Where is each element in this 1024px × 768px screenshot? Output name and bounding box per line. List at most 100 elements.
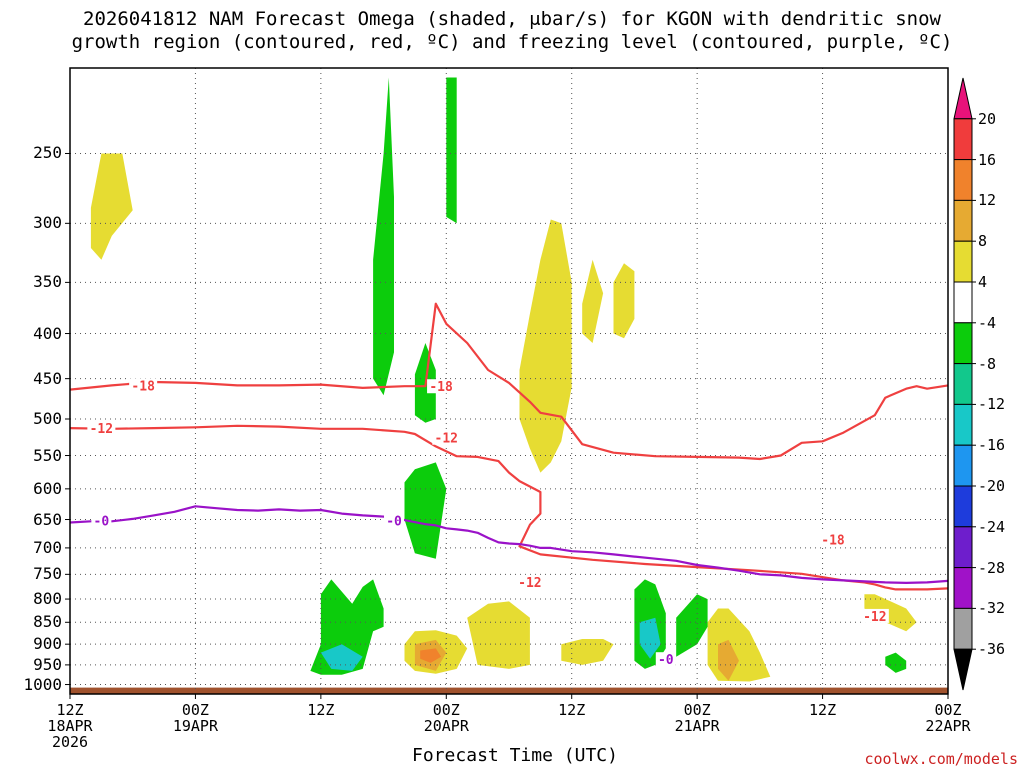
omega-region-1 [519, 219, 572, 473]
plot-border [69, 67, 949, 695]
y-tick-label-450: 450 [33, 368, 62, 388]
colorbar-label-4: 4 [978, 273, 988, 291]
x-tick-label-line: 12Z [558, 701, 586, 719]
y-tick-label-350: 350 [33, 272, 62, 292]
x-tick-label-line: 22APR [925, 717, 971, 735]
x-tick-label-0: 12Z 18APR 2026 [30, 702, 110, 750]
colorbar-segment-11 [953, 526, 973, 569]
colorbar-segment-0 [953, 77, 973, 120]
contour-label-6: -12 [863, 610, 886, 625]
y-tick-label-950: 950 [33, 654, 62, 674]
contour-label-7: -0 [94, 515, 110, 530]
y-tick-label-500: 500 [33, 409, 62, 428]
colorbar-label-1: 16 [978, 150, 997, 169]
y-tick-label-400: 400 [33, 323, 62, 343]
contour-label-bg-4 [432, 430, 461, 445]
colorbar-segment-3 [953, 199, 973, 242]
contour-label-bg-9 [655, 652, 676, 667]
credit-text: coolwx.com/models [864, 750, 1018, 768]
colorbar-segment-1 [953, 118, 973, 161]
colorbar [953, 77, 976, 691]
omega-region-15 [404, 462, 447, 559]
omega-region-11 [420, 648, 442, 663]
y-tick-label-700: 700 [33, 537, 62, 557]
contour-label-bg-1 [427, 379, 456, 394]
omega-region-18 [676, 594, 708, 657]
x-tick-label-72: 12Z [783, 702, 863, 718]
y-tick-label-1000: 1000 [23, 674, 62, 694]
contour-label-1: -18 [429, 380, 453, 395]
contour-0 [69, 505, 949, 584]
omega-region-13 [373, 77, 394, 396]
contour-label-0: -18 [131, 379, 155, 394]
contour--12 [69, 424, 949, 591]
omega-region-20 [320, 644, 363, 671]
colorbar-segment-7 [953, 363, 973, 405]
colorbar-label-2: 12 [978, 191, 997, 210]
contour-label-bg-8 [384, 513, 405, 528]
colorbar-label-11: -28 [978, 558, 1006, 577]
omega-region-5 [467, 601, 530, 669]
omega-region-19 [885, 652, 907, 673]
contour-label-bg-0 [129, 378, 158, 393]
x-tick-label-60: 00Z 21APR [657, 702, 737, 734]
temperature-contours [69, 302, 949, 591]
x-tick-label-line: 00Z [934, 701, 962, 719]
contour-label-bg-7 [91, 513, 112, 528]
plot-frame [69, 67, 949, 695]
omega-region-6 [561, 639, 614, 665]
x-tick-label-line: 12Z [307, 701, 335, 719]
terrain-fill [70, 687, 948, 694]
omega-region-12 [446, 77, 457, 224]
contour-labels: -18 -18 -18 -12 -12 -12 -12 -0 -0 -0 [87, 378, 889, 668]
colorbar-segment-14 [953, 648, 973, 691]
contour-label-3: -12 [90, 422, 113, 437]
grid-lines [65, 68, 949, 699]
colorbar-segment-10 [953, 485, 973, 528]
x-tick-label-84: 00Z 22APR [908, 702, 988, 734]
omega-region-21 [639, 617, 661, 659]
colorbar-segment-9 [953, 444, 973, 487]
colorbar-label-9: -20 [978, 477, 1006, 495]
omega-region-2 [582, 259, 604, 343]
colorbar-label-10: -24 [978, 517, 1006, 536]
y-tick-label-650: 650 [33, 509, 62, 529]
omega-region-0 [90, 153, 133, 260]
omega-shaded-regions [90, 77, 917, 682]
y-tick-label-750: 750 [33, 564, 62, 584]
y-tick-label-300: 300 [33, 213, 62, 233]
y-tick-label-900: 900 [33, 634, 62, 654]
contour--18 [69, 302, 949, 461]
colorbar-segment-12 [953, 567, 973, 609]
y-tick-label-550: 550 [33, 445, 62, 465]
y-tick-label-800: 800 [33, 589, 62, 609]
colorbar-label-13: -36 [978, 640, 1006, 659]
contour-label-bg-5 [515, 574, 544, 589]
contour-label-8: -0 [386, 515, 402, 530]
colorbar-segment-13 [953, 607, 973, 650]
x-tick-label-line: 12Z [56, 701, 84, 719]
contour-label-bg-2 [819, 532, 848, 547]
colorbar-segment-5 [953, 281, 973, 324]
y-tick-label-850: 850 [33, 612, 62, 632]
colorbar-segment-8 [953, 403, 973, 446]
colorbar-segment-6 [953, 322, 973, 365]
contour-label-4: -12 [435, 432, 458, 447]
y-tick-label-600: 600 [33, 478, 62, 498]
omega-region-10 [718, 639, 739, 681]
colorbar-label-3: 8 [978, 232, 988, 251]
contour-label-5: -12 [518, 576, 541, 591]
colorbar-label-8: -16 [978, 436, 1006, 455]
x-tick-label-line: 18APR [47, 717, 93, 735]
x-tick-label-line: 20APR [423, 717, 469, 735]
omega-region-3 [613, 263, 635, 339]
colorbar-label-12: -32 [978, 599, 1006, 618]
colorbar-segment-2 [953, 159, 973, 201]
contour-label-2: -18 [821, 534, 845, 549]
omega-region-7 [707, 608, 771, 682]
x-tick-label-line: 2026 [51, 733, 89, 751]
contour-label-9: -0 [658, 653, 674, 668]
x-tick-label-24: 12Z [281, 702, 361, 718]
x-tick-label-line: 00Z [683, 701, 711, 719]
